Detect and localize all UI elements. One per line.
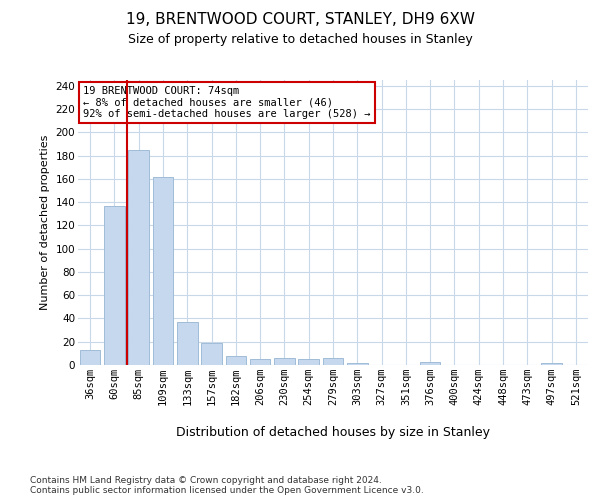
Bar [298,359,319,365]
Bar [250,359,271,365]
Bar [104,206,125,365]
Text: Size of property relative to detached houses in Stanley: Size of property relative to detached ho… [128,32,472,46]
Bar [323,358,343,365]
Y-axis label: Number of detached properties: Number of detached properties [40,135,50,310]
Bar [80,350,100,365]
Bar [347,362,368,365]
Bar [226,356,246,365]
Bar [128,150,149,365]
Bar [201,343,222,365]
Bar [420,362,440,365]
Text: 19, BRENTWOOD COURT, STANLEY, DH9 6XW: 19, BRENTWOOD COURT, STANLEY, DH9 6XW [125,12,475,28]
Text: Contains HM Land Registry data © Crown copyright and database right 2024.
Contai: Contains HM Land Registry data © Crown c… [30,476,424,495]
Bar [152,176,173,365]
Bar [541,362,562,365]
Bar [274,358,295,365]
Text: Distribution of detached houses by size in Stanley: Distribution of detached houses by size … [176,426,490,439]
Bar [177,322,197,365]
Text: 19 BRENTWOOD COURT: 74sqm
← 8% of detached houses are smaller (46)
92% of semi-d: 19 BRENTWOOD COURT: 74sqm ← 8% of detach… [83,86,371,119]
